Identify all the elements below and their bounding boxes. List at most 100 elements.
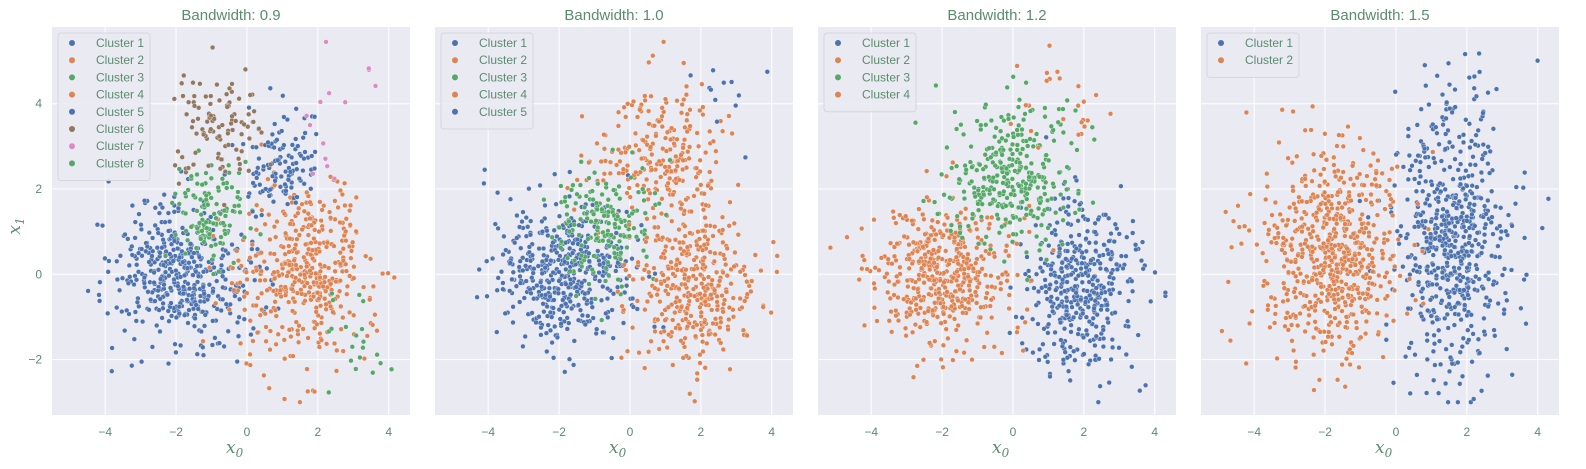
data-point — [242, 307, 248, 313]
data-point — [1488, 219, 1494, 225]
data-point — [749, 278, 755, 284]
data-point — [707, 169, 713, 175]
data-point — [1451, 244, 1457, 250]
data-point — [993, 125, 999, 131]
data-point — [560, 297, 566, 303]
data-point — [1477, 350, 1483, 356]
data-point — [342, 202, 348, 209]
data-point — [1267, 324, 1273, 330]
data-point — [1035, 145, 1041, 151]
data-point — [1042, 105, 1048, 111]
data-point — [209, 257, 215, 263]
data-point — [348, 358, 354, 364]
data-point — [957, 286, 963, 292]
data-point — [263, 324, 269, 330]
data-point — [1114, 266, 1120, 272]
data-point — [1376, 272, 1382, 279]
data-point — [1299, 247, 1305, 253]
data-point — [1040, 341, 1046, 347]
data-point — [1475, 127, 1481, 133]
data-point — [1316, 377, 1322, 383]
data-point — [156, 307, 162, 313]
data-point — [1357, 198, 1363, 204]
data-point — [987, 246, 994, 252]
data-point — [567, 169, 573, 175]
data-point — [1009, 176, 1015, 182]
data-point — [1461, 295, 1467, 301]
data-point — [1276, 139, 1282, 146]
data-point — [94, 222, 100, 228]
data-point — [965, 274, 971, 280]
data-point — [254, 267, 260, 273]
data-point — [972, 289, 979, 295]
data-point — [1497, 254, 1503, 260]
data-point — [194, 263, 200, 269]
data-point — [626, 222, 632, 228]
data-point — [1040, 161, 1046, 167]
data-point — [338, 326, 344, 332]
data-point — [1342, 299, 1348, 305]
data-point — [1422, 218, 1429, 224]
data-point — [1037, 200, 1043, 206]
data-point — [1396, 241, 1402, 247]
data-point — [273, 234, 279, 240]
data-point — [141, 198, 148, 204]
data-point — [906, 256, 912, 262]
data-point — [664, 283, 670, 289]
data-point — [194, 225, 200, 231]
data-point — [114, 258, 120, 264]
data-point — [1016, 122, 1022, 128]
data-point — [1092, 229, 1098, 235]
data-point — [1005, 116, 1012, 122]
data-point — [1260, 250, 1266, 256]
data-point — [281, 211, 288, 217]
data-point — [193, 245, 199, 251]
data-point — [961, 196, 968, 202]
data-point — [1044, 78, 1050, 84]
data-point — [1502, 290, 1508, 296]
data-point — [1383, 322, 1389, 328]
data-point — [1338, 279, 1345, 285]
data-point — [1443, 115, 1449, 121]
data-point — [912, 322, 918, 328]
data-point — [619, 303, 625, 309]
data-point — [1084, 332, 1090, 338]
data-point — [601, 213, 607, 219]
data-point — [340, 246, 346, 252]
data-point — [235, 194, 241, 200]
data-point — [636, 147, 642, 153]
data-point — [981, 192, 987, 198]
data-point — [1313, 325, 1319, 332]
data-point — [272, 307, 278, 313]
data-point — [262, 311, 268, 317]
data-point — [988, 154, 994, 160]
data-point — [328, 326, 335, 332]
data-point — [579, 242, 585, 249]
data-point — [208, 113, 214, 119]
data-point — [262, 221, 268, 227]
data-point — [541, 309, 547, 315]
data-point — [1461, 224, 1467, 230]
data-point — [688, 72, 694, 78]
data-point — [605, 197, 611, 203]
data-point — [210, 220, 216, 227]
data-point — [165, 308, 171, 314]
data-point — [269, 131, 275, 137]
data-point — [1049, 196, 1055, 202]
data-point — [1014, 63, 1020, 69]
data-point — [891, 292, 897, 298]
data-point — [166, 273, 172, 279]
data-point — [598, 297, 605, 303]
data-point — [351, 312, 357, 318]
data-point — [1108, 231, 1114, 237]
data-point — [973, 275, 979, 281]
data-point — [1408, 340, 1414, 346]
data-point — [1056, 274, 1062, 280]
data-point — [1065, 221, 1071, 227]
data-point — [671, 141, 677, 147]
data-point — [129, 252, 135, 258]
data-point — [1341, 180, 1347, 186]
data-point — [774, 253, 780, 259]
data-point — [1073, 257, 1079, 263]
